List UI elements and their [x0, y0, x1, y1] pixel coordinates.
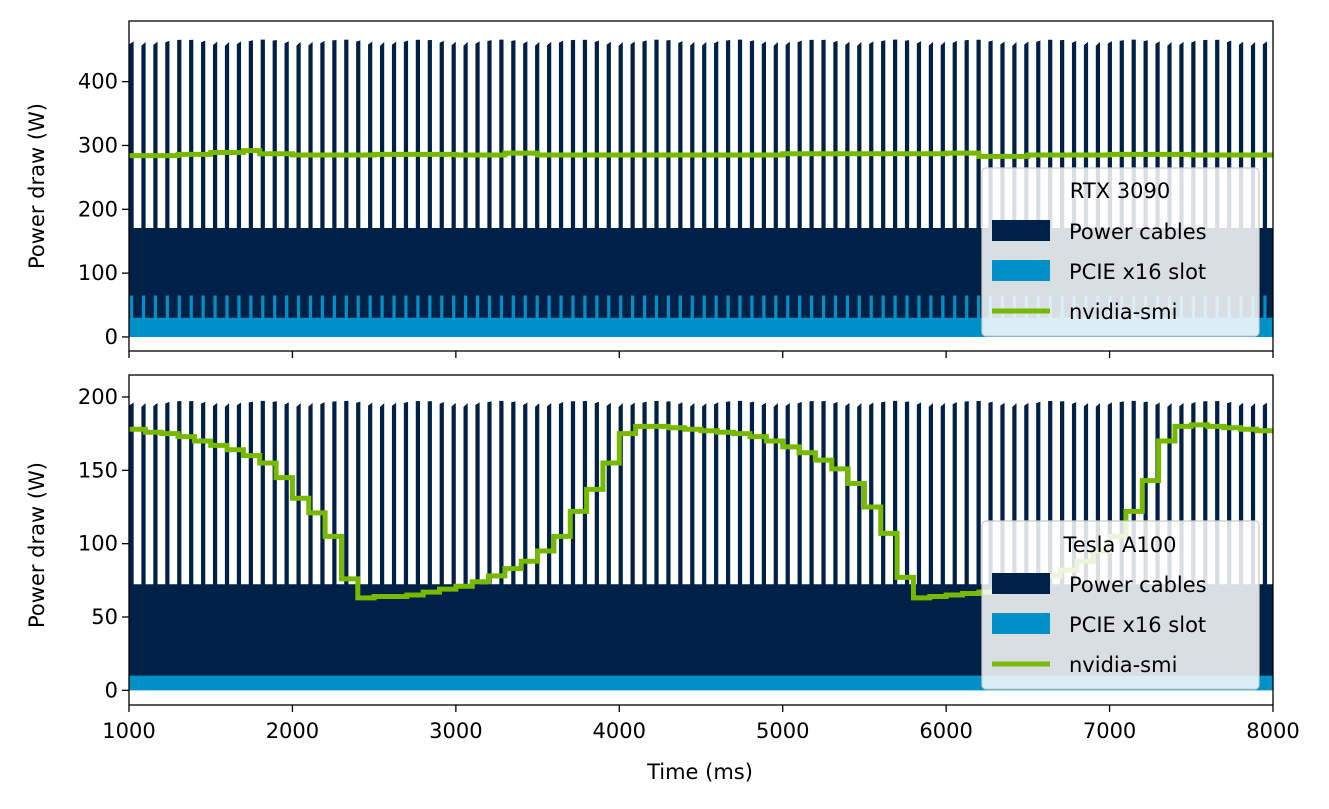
ylabel-tesla-a100: Power draw (W): [25, 462, 49, 628]
axes-frame: [128, 20, 1274, 352]
legend-swatch-power-cables: [992, 220, 1050, 241]
x-tick-label: 4000: [593, 719, 646, 743]
legend-frame: [981, 167, 1260, 337]
x-tick-label: 3000: [429, 719, 482, 743]
y-tick-label: 100: [78, 261, 118, 285]
x-tick-label: 5000: [756, 719, 809, 743]
legend-title: RTX 3090: [1070, 179, 1170, 203]
axes-frame: [128, 374, 1274, 706]
x-tick-label: 2000: [266, 719, 319, 743]
y-tick-label: 200: [78, 197, 118, 221]
legend-swatch-pcie-slot: [992, 260, 1050, 281]
y-tick-label: 50: [91, 605, 118, 629]
ylabel-rtx-3090: Power draw (W): [25, 103, 49, 269]
y-tick-label: 200: [78, 385, 118, 409]
panel-rtx-3090-axes: 0 100 200 300 400: [78, 20, 1274, 358]
legend-label-power-cables: Power cables: [1069, 220, 1207, 244]
panel-tesla-a100: 0 50 100 150 200 1000 2000 3000 4000 5000 6000 7000…: [25, 374, 1300, 784]
legend-label-pcie-slot: PCIE x16 slot: [1069, 260, 1206, 284]
y-tick-label: 300: [78, 133, 118, 157]
xlabel-time: Time (ms): [646, 760, 753, 784]
legend-tesla-a100: Tesla A100 Power cables PCIE x16 slot nv…: [981, 520, 1260, 690]
y-tick-label: 400: [78, 70, 118, 94]
legend-swatch-power-cables: [992, 573, 1050, 594]
legend-rtx-3090: RTX 3090 Power cables PCIE x16 slot nvid…: [981, 167, 1260, 337]
x-tick-label: 8000: [1246, 719, 1299, 743]
x-tick-label: 1000: [102, 719, 155, 743]
panel-rtx-3090: 0 100 200 300 400 Power draw (W) RTX 3090 Po…: [25, 20, 1274, 358]
series-nvidia-smi: [129, 148, 1273, 159]
legend-title: Tesla A100: [1063, 533, 1177, 557]
legend-frame: [981, 520, 1260, 690]
y-tick-label: 100: [78, 532, 118, 556]
y-tick-label: 0: [105, 325, 118, 349]
panel-tesla-a100-axes: 0 50 100 150 200 1000 2000 3000 4000 5000 6000 7000…: [78, 374, 1300, 743]
x-tick-label: 6000: [919, 719, 972, 743]
legend-label-nvidia-smi: nvidia-smi: [1069, 300, 1177, 324]
y-tick-label: 0: [105, 678, 118, 702]
legend-label-pcie-slot: PCIE x16 slot: [1069, 613, 1206, 637]
y-tick-label: 150: [78, 458, 118, 482]
legend-swatch-pcie-slot: [992, 613, 1050, 634]
legend-label-power-cables: Power cables: [1069, 573, 1207, 597]
x-tick-label: 7000: [1083, 719, 1136, 743]
legend-label-nvidia-smi: nvidia-smi: [1069, 653, 1177, 677]
